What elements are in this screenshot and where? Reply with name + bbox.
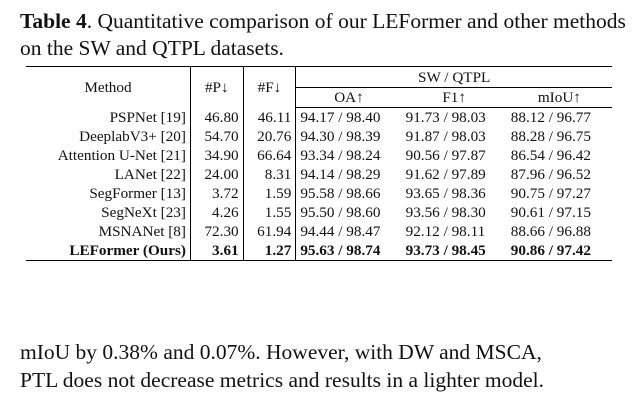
cell-method: Attention U-Net [21] <box>26 146 191 165</box>
header-miou: mIoU↑ <box>506 87 612 108</box>
header-oa: OA↑ <box>295 87 402 108</box>
cell-oa: 95.63 / 98.74 <box>300 242 381 259</box>
table-body: PSPNet [19] 46.80 46.11 94.17 / 98.40 91.73 … <box>26 107 612 261</box>
cell-method: SegNeXt [23] <box>26 203 191 222</box>
cell-miou: 88.12 / 96.77 <box>510 109 591 126</box>
cell-flops: 61.94 <box>243 222 297 241</box>
cell-f1: 91.62 / 97.89 <box>405 166 486 183</box>
cell-oa: 95.58 / 98.66 <box>300 185 381 202</box>
cell-oa: 94.14 / 98.29 <box>300 166 381 183</box>
cell-f1: 90.56 / 97.87 <box>405 147 486 164</box>
cell-miou: 90.61 / 97.15 <box>510 204 591 221</box>
cell-f1: 93.65 / 98.36 <box>405 185 486 202</box>
header-params: #P↓ <box>190 66 244 108</box>
cell-params: 46.80 <box>190 107 244 127</box>
cell-oa: 94.17 / 98.40 <box>300 109 381 126</box>
cell-method: MSNANet [8] <box>26 222 191 241</box>
cell-f1: 91.73 / 98.03 <box>405 109 486 126</box>
cell-oa: 94.44 / 98.47 <box>300 223 381 240</box>
cell-oa: 95.50 / 98.60 <box>300 204 381 221</box>
cell-method: LEFormer (Ours) <box>26 241 191 261</box>
cell-oa: 93.34 / 98.24 <box>300 147 381 164</box>
cell-miou: 90.86 / 97.42 <box>510 242 591 259</box>
table-row: DeeplabV3+ [20] 54.70 20.76 94.30 / 98.39 91… <box>26 127 612 146</box>
cell-miou: 88.66 / 96.88 <box>510 223 591 240</box>
cell-miou: 87.96 / 96.52 <box>510 166 591 183</box>
table-row: SegFormer [13] 3.72 1.59 95.58 / 98.66 93.65… <box>26 184 612 203</box>
cell-flops: 20.76 <box>243 127 297 146</box>
cell-params: 24.00 <box>190 165 244 184</box>
cell-oa: 94.30 / 98.39 <box>300 128 381 145</box>
cell-flops: 8.31 <box>243 165 297 184</box>
cell-flops: 46.11 <box>243 107 297 127</box>
cell-method: DeeplabV3+ [20] <box>26 127 191 146</box>
cell-params: 4.26 <box>190 203 244 222</box>
cell-params: 3.72 <box>190 184 244 203</box>
cell-flops: 1.27 <box>243 241 297 261</box>
cell-params: 54.70 <box>190 127 244 146</box>
cell-f1: 91.87 / 98.03 <box>405 128 486 145</box>
header-f1: F1↑ <box>401 87 507 108</box>
table-row: Attention U-Net [21] 34.90 66.64 93.34 / 98… <box>26 146 612 165</box>
cell-miou: 88.28 / 96.75 <box>510 128 591 145</box>
cell-params: 34.90 <box>190 146 244 165</box>
cell-method: PSPNet [19] <box>26 107 191 127</box>
body-paragraph: mIoU by 0.38% and 0.07%. However, with D… <box>20 338 626 394</box>
cell-method: LANet [22] <box>26 165 191 184</box>
cell-miou: 86.54 / 96.42 <box>510 147 591 164</box>
cell-flops: 1.55 <box>243 203 297 222</box>
table-caption: Table 4. Quantitative comparison of our … <box>20 8 626 62</box>
body-line-2: PTL does not decrease metrics and result… <box>20 368 545 392</box>
table-row: MSNANet [8] 72.30 61.94 94.44 / 98.47 92.12 … <box>26 222 612 241</box>
table-row: PSPNet [19] 46.80 46.11 94.17 / 98.40 91.73 … <box>26 107 612 127</box>
cell-params: 3.61 <box>190 241 244 261</box>
body-line-1: mIoU by 0.38% and 0.07%. However, with D… <box>20 340 542 364</box>
cell-flops: 66.64 <box>243 146 297 165</box>
cell-method: SegFormer [13] <box>26 184 191 203</box>
cell-miou: 90.75 / 97.27 <box>510 185 591 202</box>
comparison-table: Method #P↓ #F↓ SW / QTPL OA↑ F1↑ mIoU↑ P… <box>26 66 612 261</box>
comparison-table-wrap: Method #P↓ #F↓ SW / QTPL OA↑ F1↑ mIoU↑ P… <box>26 66 612 261</box>
header-method: Method <box>26 66 191 108</box>
header-dataset-group: SW / QTPL <box>295 66 612 88</box>
table-row: LEFormer (Ours) 3.61 1.27 95.63 / 98.74 93.7… <box>26 241 612 261</box>
caption-text: . Quantitative comparison of our LEForme… <box>20 9 626 60</box>
cell-flops: 1.59 <box>243 184 297 203</box>
table-row: LANet [22] 24.00 8.31 94.14 / 98.29 91.62 / … <box>26 165 612 184</box>
cell-f1: 93.56 / 98.30 <box>405 204 486 221</box>
cell-params: 72.30 <box>190 222 244 241</box>
caption-label: Table 4 <box>20 9 87 33</box>
table-row: SegNeXt [23] 4.26 1.55 95.50 / 98.60 93.56 /… <box>26 203 612 222</box>
header-flops: #F↓ <box>243 66 297 108</box>
cell-f1: 92.12 / 98.11 <box>405 223 486 240</box>
cell-f1: 93.73 / 98.45 <box>405 242 486 259</box>
